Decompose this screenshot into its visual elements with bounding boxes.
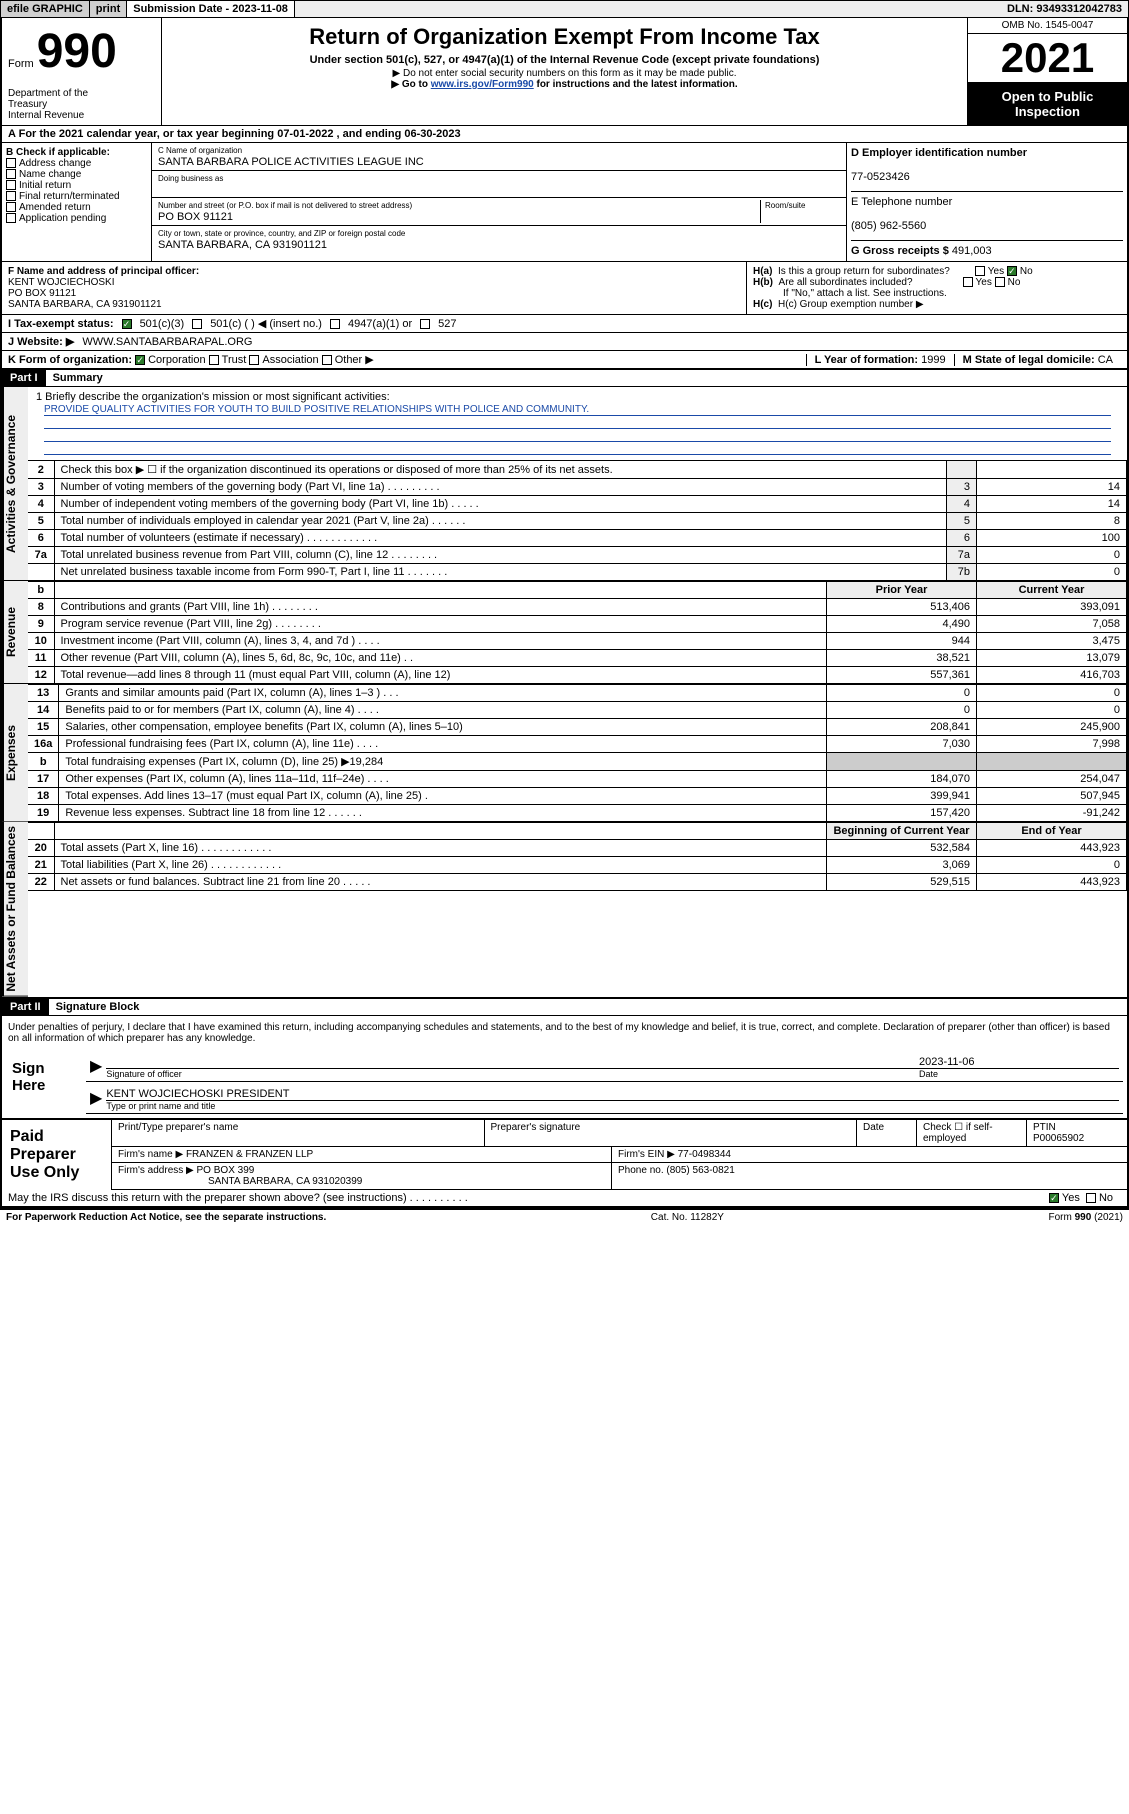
governance-table: 2Check this box ▶ ☐ if the organization … [28,460,1127,581]
irs-link[interactable]: www.irs.gov/Form990 [431,79,534,90]
ein: 77-0523426 [851,171,910,183]
line-k: K Form of organization: Corporation Trus… [8,353,374,366]
org-address: PO BOX 91121 [158,211,233,223]
omb-number: OMB No. 1545-0047 [968,18,1127,34]
block-f: F Name and address of principal officer:… [2,262,747,314]
table-row: 19Revenue less expenses. Subtract line 1… [28,805,1127,822]
line-l: L Year of formation: 1999 [806,354,946,366]
table-row: 13Grants and similar amounts paid (Part … [28,685,1127,702]
website: WWW.SANTABARBARAPAL.ORG [82,336,252,348]
part2-title: Signature Block [56,1001,140,1013]
firm-phone: (805) 563-0821 [666,1165,734,1176]
discuss-row: May the IRS discuss this return with the… [2,1190,1127,1207]
subtitle-3: ▶ Go to www.irs.gov/Form990 for instruct… [168,79,961,90]
subtitle-1: Under section 501(c), 527, or 4947(a)(1)… [168,54,961,66]
part1-header: Part I [2,370,46,386]
declaration: Under penalties of perjury, I declare th… [2,1016,1127,1050]
table-row: 12Total revenue—add lines 8 through 11 (… [28,667,1127,684]
mission-block: 1 Briefly describe the organization's mi… [28,387,1127,460]
line-i: I Tax-exempt status: 501(c)(3) 501(c) ( … [2,315,1127,333]
title-box: Return of Organization Exempt From Incom… [162,18,967,125]
block-d: D Employer identification number 77-0523… [847,143,1127,261]
sign-date: 2023-11-06 [919,1056,1119,1068]
table-row: bTotal fundraising expenses (Part IX, co… [28,753,1127,771]
table-row: 18Total expenses. Add lines 13–17 (must … [28,788,1127,805]
table-row: 21Total liabilities (Part X, line 26) . … [28,857,1127,874]
side-governance: Activities & Governance [2,387,28,581]
officer-name: KENT WOJCIECHOSKI [8,277,115,288]
side-net: Net Assets or Fund Balances [2,822,28,997]
org-city: SANTA BARBARA, CA 931901121 [158,239,327,251]
table-row: 14Benefits paid to or for members (Part … [28,702,1127,719]
table-row: 8Contributions and grants (Part VIII, li… [28,599,1127,616]
block-b: B Check if applicable: Address change Na… [2,143,152,261]
table-row: 2Check this box ▶ ☐ if the organization … [28,461,1127,479]
mission-text: PROVIDE QUALITY ACTIVITIES FOR YOUTH TO … [44,404,1111,416]
form-label: Form [8,58,34,70]
ptin: P00065902 [1033,1133,1084,1144]
line-j: J Website: ▶ WWW.SANTABARBARAPAL.ORG [2,333,1127,351]
table-row: 20Total assets (Part X, line 16) . . . .… [28,840,1127,857]
block-c: C Name of organizationSANTA BARBARA POLI… [152,143,847,261]
table-row: 3Number of voting members of the governi… [28,479,1127,496]
line-a: A For the 2021 calendar year, or tax yea… [2,126,1127,143]
expense-table: 13Grants and similar amounts paid (Part … [28,684,1127,822]
table-row: 10Investment income (Part VIII, column (… [28,633,1127,650]
table-row: 15Salaries, other compensation, employee… [28,719,1127,736]
gross-receipts: 491,003 [952,245,992,257]
side-revenue: Revenue [2,581,28,684]
subtitle-2: ▶ Do not enter social security numbers o… [168,68,961,79]
net-table: Beginning of Current YearEnd of Year 20T… [28,822,1127,891]
table-row: 7aTotal unrelated business revenue from … [28,547,1127,564]
table-row: Net unrelated business taxable income fr… [28,564,1127,581]
part2-header: Part II [2,999,49,1015]
table-row: 4Number of independent voting members of… [28,496,1127,513]
revenue-table: bPrior YearCurrent Year 8Contributions a… [28,581,1127,684]
side-expenses: Expenses [2,684,28,822]
table-row: 16aProfessional fundraising fees (Part I… [28,736,1127,753]
efile-label: efile GRAPHIC [1,1,90,17]
org-name: SANTA BARBARA POLICE ACTIVITIES LEAGUE I… [158,156,424,168]
part1-title: Summary [53,372,103,384]
year-box: OMB No. 1545-0047 2021 Open to Public In… [967,18,1127,125]
tax-year: 2021 [968,34,1127,83]
table-row: 5Total number of individuals employed in… [28,513,1127,530]
telephone: (805) 962-5560 [851,220,926,232]
line-m: M State of legal domicile: CA [954,354,1113,366]
page-title: Return of Organization Exempt From Incom… [168,24,961,50]
table-row: 22Net assets or fund balances. Subtract … [28,874,1127,891]
form-box: Form 990 Department of theTreasuryIntern… [2,18,162,125]
table-row: 11Other revenue (Part VIII, column (A), … [28,650,1127,667]
block-h: H(a) Is this a group return for subordin… [747,262,1127,314]
paid-preparer-block: Paid Preparer Use Only Print/Type prepar… [2,1119,1127,1190]
open-inspection: Open to Public Inspection [968,83,1127,125]
page-footer: For Paperwork Reduction Act Notice, see … [0,1209,1129,1225]
table-row: 9Program service revenue (Part VIII, lin… [28,616,1127,633]
table-row: 17Other expenses (Part IX, column (A), l… [28,771,1127,788]
submission-date: Submission Date - 2023-11-08 [127,1,295,17]
form-number: 990 [37,25,117,78]
dept-label: Department of theTreasuryInternal Revenu… [8,88,88,121]
officer-print-name: KENT WOJCIECHOSKI PRESIDENT [106,1088,1119,1100]
dln: DLN: 93493312042783 [1001,1,1128,17]
table-row: 6Total number of volunteers (estimate if… [28,530,1127,547]
firm-name: FRANZEN & FRANZEN LLP [186,1149,313,1160]
firm-addr: PO BOX 399 [197,1165,255,1176]
firm-ein: 77-0498344 [678,1149,731,1160]
print-button[interactable]: print [90,1,127,17]
sign-block: Sign Here ▶ 2023-11-06 Signature of offi… [2,1050,1127,1119]
